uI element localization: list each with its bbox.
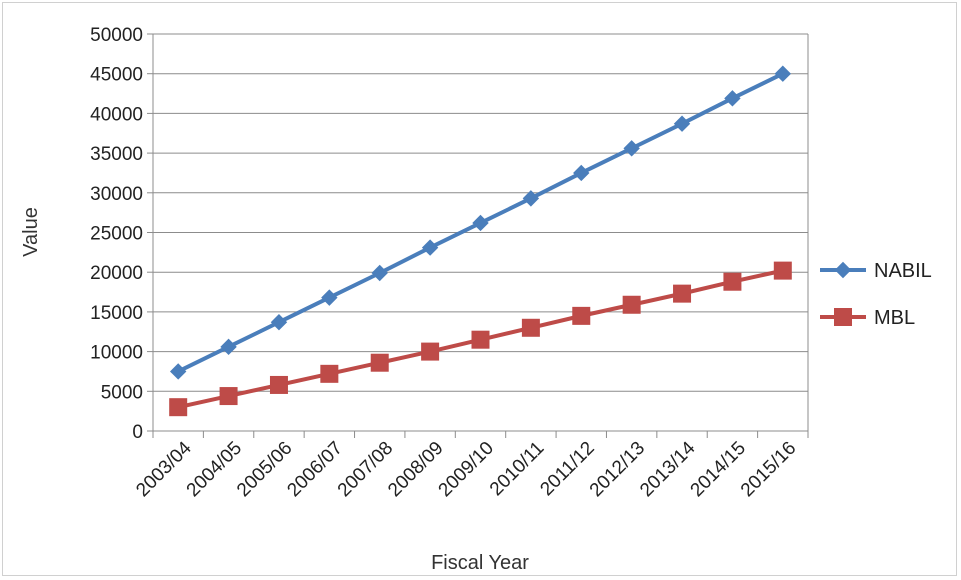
legend-marker-nabil <box>834 261 852 279</box>
data-point-nabil <box>673 115 691 132</box>
y-tick-label: 20000 <box>90 263 143 284</box>
data-point-mbl <box>320 364 339 383</box>
data-point-nabil <box>321 289 338 306</box>
data-point-nabil <box>421 239 439 256</box>
series-lines <box>169 65 792 417</box>
y-tick-label: 35000 <box>90 144 143 165</box>
data-point-mbl <box>521 318 540 337</box>
legend-marker-mbl <box>834 308 852 326</box>
axes <box>147 33 809 438</box>
y-tick-labels: 0 5000 10000 15000 20000 25000 30000 35000 40000… <box>90 25 143 443</box>
y-tick-label: 30000 <box>90 184 143 205</box>
x-tick-label: 2014/15 <box>687 438 750 501</box>
y-tick-label: 15000 <box>90 303 143 324</box>
x-tick-label: 2013/14 <box>636 437 700 501</box>
x-tick-label: 2007/08 <box>334 438 397 501</box>
data-point-nabil <box>623 140 640 157</box>
data-point-mbl <box>169 398 188 417</box>
data-point-nabil <box>371 264 388 282</box>
data-point-mbl <box>471 330 490 349</box>
data-point-nabil <box>774 65 792 82</box>
data-point-mbl <box>622 295 641 314</box>
data-point-mbl <box>421 342 440 361</box>
legend: NABIL MBL <box>820 260 932 329</box>
data-point-mbl <box>773 261 792 280</box>
x-tick-label: 2015/16 <box>737 438 800 501</box>
y-tick-label: 45000 <box>90 65 143 86</box>
y-axis-title: Value <box>20 207 42 257</box>
data-point-nabil <box>522 190 540 207</box>
x-tick-label: 2004/05 <box>183 438 246 501</box>
y-tick-label: 25000 <box>90 224 143 245</box>
data-point-mbl <box>572 306 591 325</box>
legend-label-nabil: NABIL <box>874 260 932 282</box>
data-point-nabil <box>573 164 590 182</box>
legend-label-mbl: MBL <box>874 307 915 329</box>
data-point-mbl <box>370 353 389 372</box>
x-tick-label: 2012/13 <box>586 438 649 501</box>
x-tick-label: 2006/07 <box>283 438 346 501</box>
x-axis-title: Fiscal Year <box>431 552 529 574</box>
x-tick-labels: 2003/042004/052005/062006/072007/082008/… <box>132 437 800 501</box>
data-point-nabil <box>472 214 489 232</box>
gridlines <box>153 33 808 392</box>
data-point-nabil <box>270 314 288 331</box>
x-tick-label: 2010/11 <box>486 438 548 500</box>
data-point-nabil <box>220 338 237 356</box>
data-point-mbl <box>673 284 692 303</box>
y-tick-label: 5000 <box>101 382 143 403</box>
data-point-mbl <box>219 387 238 406</box>
x-tick-label: 2005/06 <box>233 438 296 501</box>
data-point-mbl <box>723 272 742 291</box>
y-tick-label: 50000 <box>90 25 143 46</box>
x-tick-label: 2009/10 <box>435 438 498 501</box>
data-point-mbl <box>269 375 288 394</box>
y-tick-label: 0 <box>132 422 143 443</box>
y-tick-label: 40000 <box>90 104 143 125</box>
data-point-nabil <box>724 90 741 107</box>
x-tick-label: 2003/04 <box>132 437 196 501</box>
x-tick-label: 2008/09 <box>384 438 447 501</box>
y-tick-label: 10000 <box>90 343 143 364</box>
data-point-nabil <box>169 363 187 380</box>
